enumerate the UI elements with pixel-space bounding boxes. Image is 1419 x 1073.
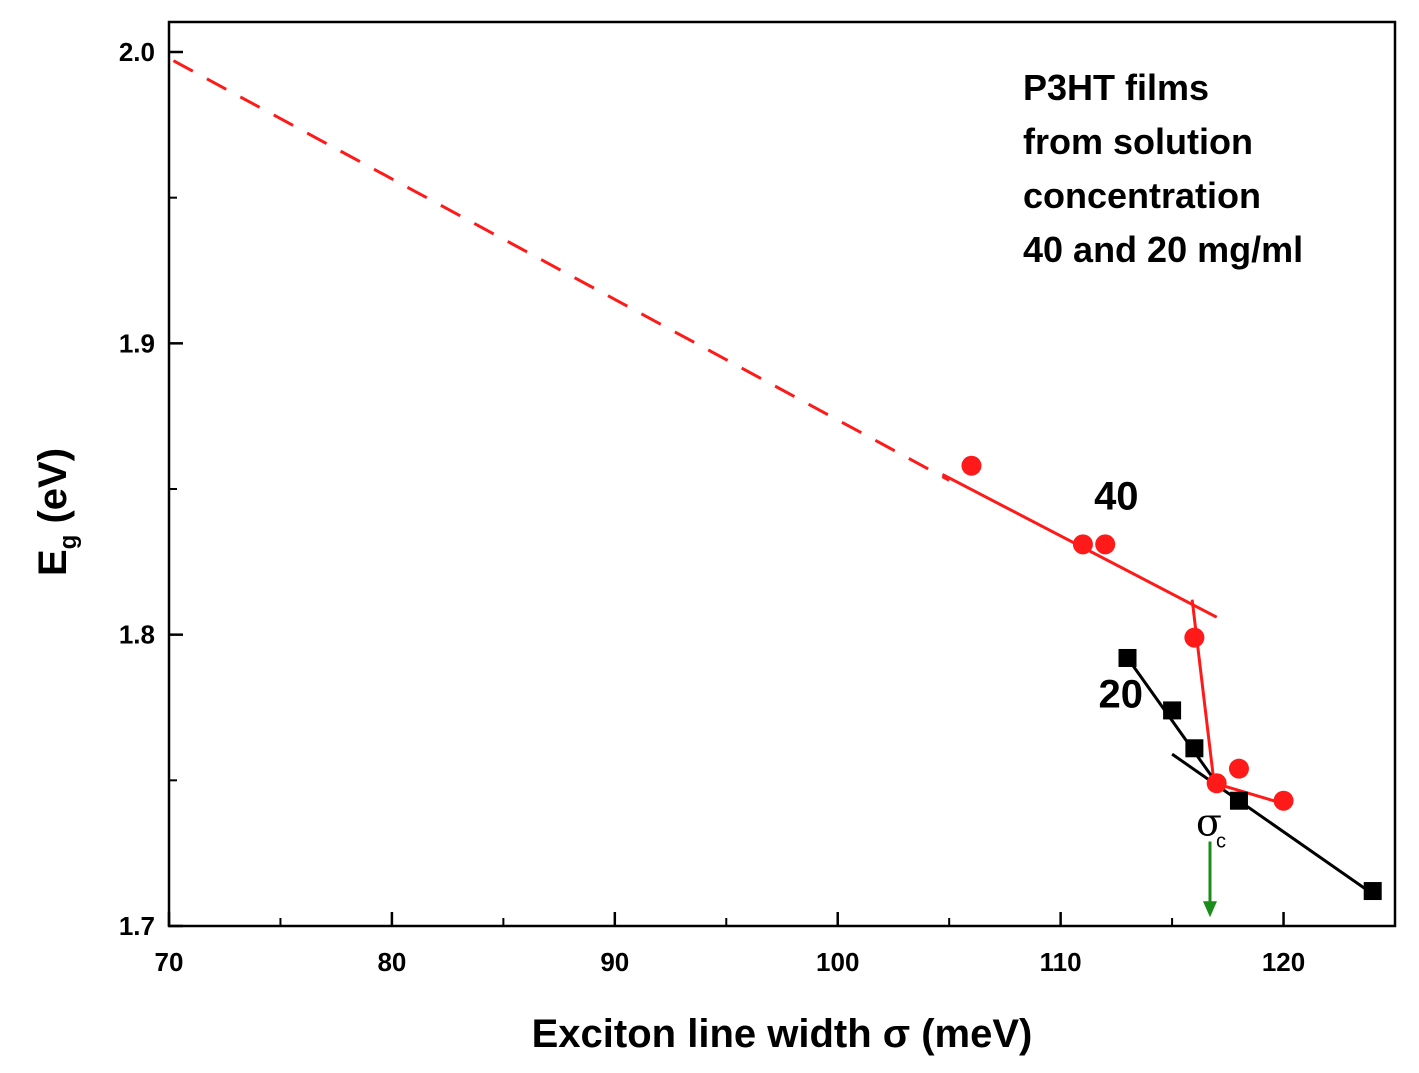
annotation-text: P3HT films from solution concentration 4… — [1023, 67, 1303, 270]
fit-line — [1126, 657, 1218, 785]
annotation-line: 40 and 20 mg/ml — [1023, 229, 1303, 270]
y-tick-label: 2.0 — [119, 37, 155, 67]
annotation-line: from solution — [1023, 121, 1253, 162]
x-tick-label: 80 — [377, 947, 406, 977]
data-point-series-20 — [1185, 739, 1204, 758]
x-tick-label: 100 — [816, 947, 859, 977]
plot-area — [167, 20, 1397, 928]
annotation-line: P3HT films — [1023, 67, 1209, 108]
data-point-series-40 — [1184, 627, 1205, 648]
y-axis-title-sub: g — [55, 535, 82, 550]
minor-ticks — [169, 196, 1174, 926]
data-point-series-40 — [1273, 790, 1294, 811]
x-tick-label: 120 — [1262, 947, 1305, 977]
y-tick-label: 1.8 — [119, 620, 155, 650]
series-label-40: 40 — [1094, 474, 1139, 518]
data-markers — [961, 455, 1382, 901]
fit-line — [1171, 752, 1374, 896]
data-point-series-40 — [961, 455, 982, 476]
data-point-series-40 — [1072, 534, 1093, 555]
data-point-series-40 — [1095, 534, 1116, 555]
sigma-c-label: σ — [1196, 801, 1222, 845]
y-axis-title-unit: (eV) — [31, 448, 75, 535]
y-axis-title-main: E — [31, 549, 75, 576]
critical-sigma-marker: σc — [1196, 801, 1226, 918]
series-labels: 40 20 — [1094, 474, 1143, 716]
x-tick-label: 90 — [600, 947, 629, 977]
sigma-c-subscript: c — [1216, 830, 1226, 852]
sigma-c-arrow-head — [1202, 901, 1217, 918]
extrapolation-dashed-line — [172, 59, 950, 482]
x-tick-label: 110 — [1040, 947, 1082, 977]
data-point-series-20 — [1118, 648, 1137, 667]
x-axis-title: Exciton line width σ (meV) — [532, 1012, 1033, 1056]
x-tick-label: 70 — [155, 947, 184, 977]
annotation-line: concentration — [1023, 175, 1261, 216]
data-point-series-20 — [1229, 791, 1248, 810]
y-tick-label: 1.7 — [119, 911, 155, 941]
y-axis-title: Eg (eV) — [31, 448, 82, 576]
major-ticks: 70 80 90 100 110 120 1.7 1.8 1.9 2.0 — [119, 37, 1305, 977]
data-point-series-40 — [1206, 773, 1227, 794]
series-label-20: 20 — [1099, 673, 1144, 717]
data-point-series-20 — [1163, 701, 1182, 720]
data-point-series-20 — [1363, 882, 1382, 901]
y-tick-label: 1.9 — [119, 328, 155, 358]
data-point-series-40 — [1228, 758, 1249, 779]
